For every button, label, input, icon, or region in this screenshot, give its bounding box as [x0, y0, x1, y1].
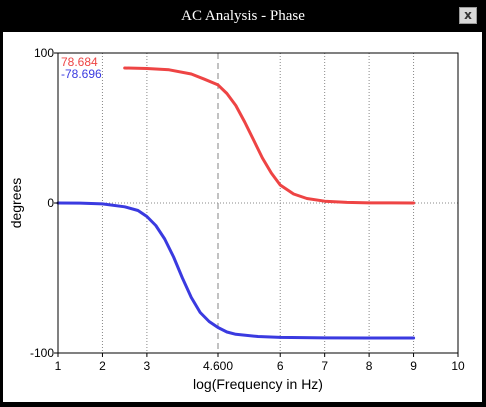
x-tick-label: 1	[55, 359, 62, 373]
x-tick-label: 9	[410, 359, 417, 373]
tick-labels: 1 2 3 4.600 6 7 8 9 10 100 0 -100	[30, 46, 465, 373]
chart-panel: 1 2 3 4.600 6 7 8 9 10 100 0 -100 log(Frequency in …	[3, 32, 482, 402]
series-line-1	[123, 66, 416, 205]
x-tick-label: 7	[321, 359, 328, 373]
phase-chart[interactable]: 1 2 3 4.600 6 7 8 9 10 100 0 -100 log(Frequency in …	[3, 32, 482, 402]
y-axis-label: degrees	[8, 178, 24, 229]
window-title: AC Analysis - Phase	[181, 8, 305, 24]
cursor-value-1: 78.684	[61, 55, 98, 69]
plot-frame	[54, 52, 459, 357]
x-tick-label: 2	[99, 359, 106, 373]
x-tick-label: 4.600	[203, 359, 233, 373]
x-tick-label: 3	[144, 359, 151, 373]
cursor-values: 78.684-78.696	[61, 55, 102, 81]
title-bar[interactable]: AC Analysis - Phase x	[0, 0, 486, 32]
y-tick-label: 0	[47, 196, 54, 210]
series-line-2	[56, 201, 416, 340]
y-tick-label: 100	[34, 46, 54, 60]
series-group	[56, 66, 416, 340]
plot-border	[57, 52, 459, 354]
x-tick-label: 10	[451, 359, 465, 373]
x-tick-label: 6	[277, 359, 284, 373]
x-axis-label: log(Frequency in Hz)	[193, 376, 323, 392]
y-tick-label: -100	[30, 346, 54, 360]
x-tick-label: 8	[366, 359, 373, 373]
close-button[interactable]: x	[459, 7, 477, 24]
cursor-value-2: -78.696	[61, 67, 102, 81]
